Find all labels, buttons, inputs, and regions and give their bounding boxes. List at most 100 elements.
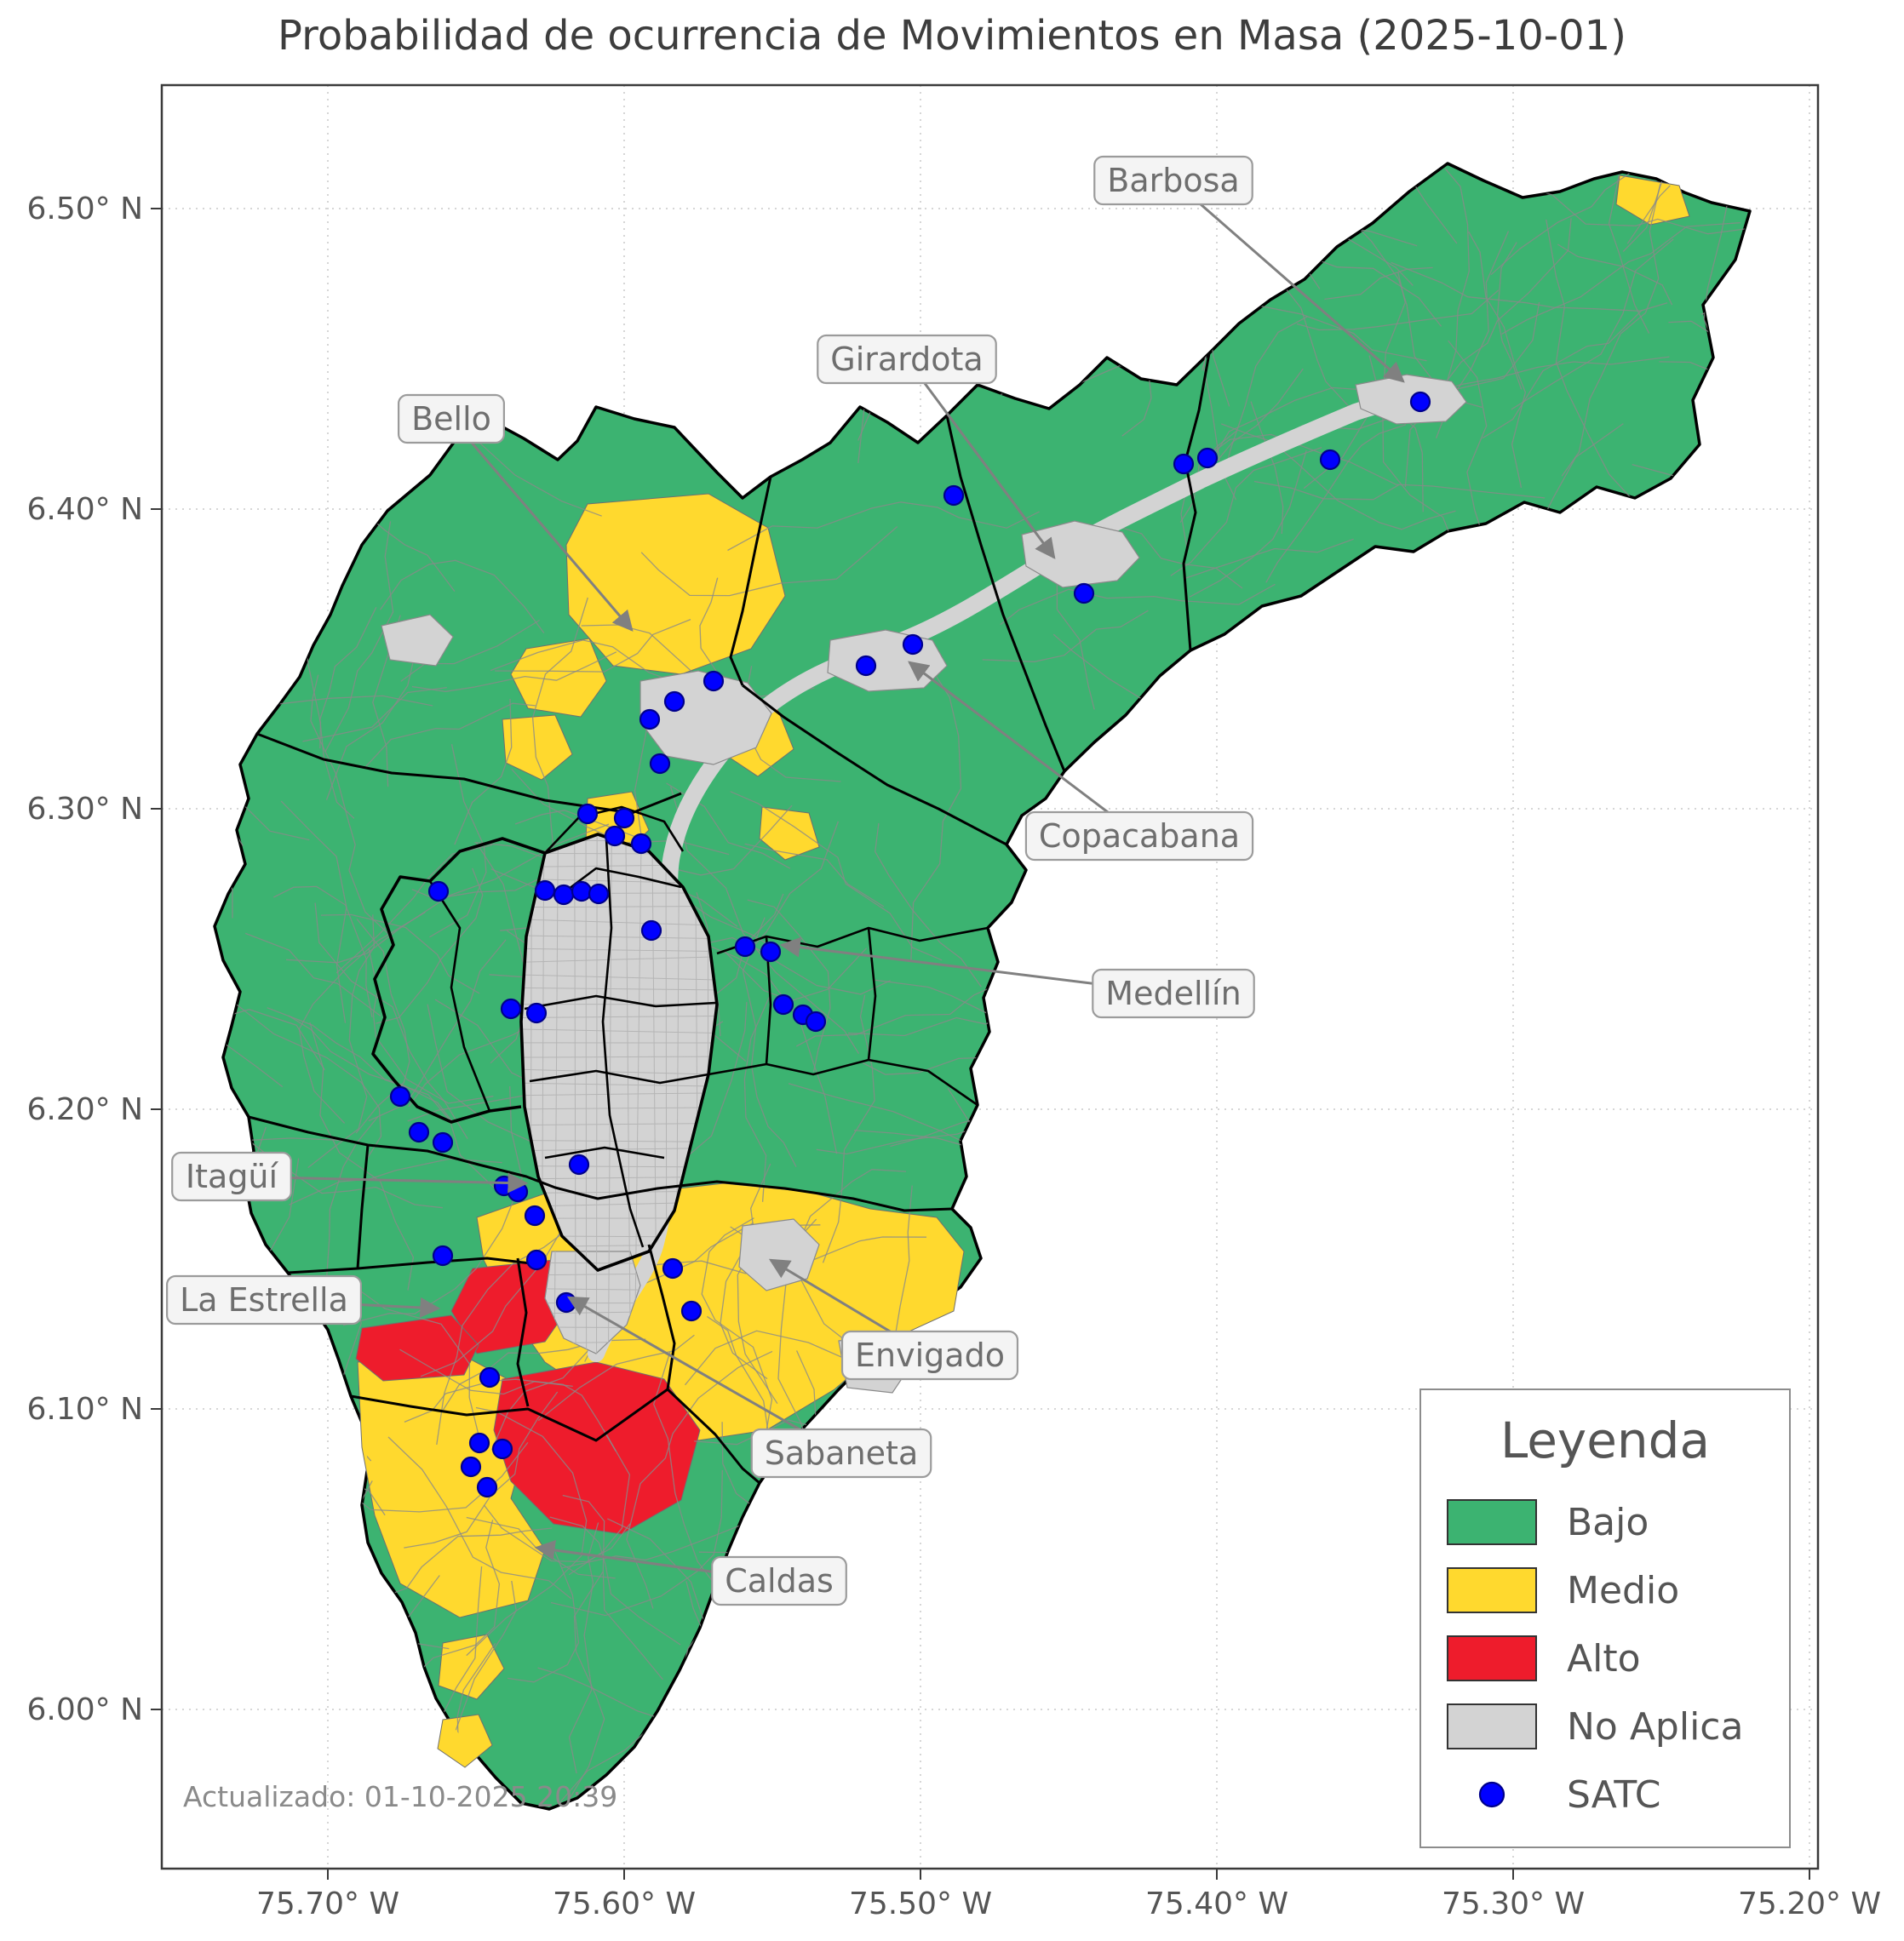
- satc-dot: [524, 1205, 546, 1227]
- vereda-line: [364, 702, 536, 768]
- vereda-line: [548, 1603, 723, 1809]
- annotation-envigado: Envigado: [768, 1258, 1019, 1381]
- vereda-line: [280, 800, 347, 1023]
- y-tick-label: 6.10° N: [26, 1392, 143, 1427]
- annotation-box: [817, 334, 997, 385]
- satc-dot: [604, 825, 626, 847]
- vereda-line: [307, 914, 375, 1169]
- region-medio-bello-sur: [502, 714, 573, 781]
- street-line: [521, 987, 717, 991]
- vereda-line: [1703, 163, 1750, 364]
- vereda-line: [302, 686, 447, 742]
- region-san-felix: [381, 614, 454, 667]
- vereda-line: [1561, 183, 1661, 477]
- vereda-line: [1200, 368, 1304, 481]
- regions-alto: [355, 1259, 701, 1535]
- vereda-line: [744, 843, 885, 908]
- vereda-line: [537, 1334, 695, 1422]
- annotation-box: [171, 1151, 292, 1202]
- annotation-bello: Bello: [397, 393, 634, 632]
- satc-dot: [571, 880, 593, 902]
- annotation-label: Sabaneta: [765, 1434, 918, 1472]
- vereda-line: [1296, 289, 1500, 331]
- street-line: [521, 1015, 717, 1019]
- satc-dot: [1196, 447, 1219, 469]
- satc-dot: [1319, 449, 1341, 471]
- annotation-label: Medellín: [1105, 975, 1241, 1012]
- annotation-box: [1092, 968, 1255, 1019]
- comuna-line-4: [601, 838, 645, 1248]
- vereda-line: [339, 1275, 479, 1434]
- street-line: [596, 834, 598, 1354]
- vereda-line: [640, 526, 898, 597]
- street-line: [585, 834, 588, 1354]
- comuna-este-1: [716, 926, 989, 955]
- satc-dot: [680, 1300, 703, 1322]
- vereda-line: [1523, 186, 1750, 235]
- annotation-box: [711, 1555, 847, 1606]
- satc-dot: [427, 880, 450, 902]
- comuna-line-2: [529, 1069, 709, 1085]
- comuna-line-norte-2: [561, 867, 682, 896]
- satc-dot: [500, 998, 522, 1020]
- region-medio-bello-oeste: [510, 638, 607, 718]
- vereda-line: [1622, 163, 1750, 252]
- vereda-line: [406, 1520, 501, 1684]
- region-medio-caldas-2: [437, 1714, 493, 1768]
- vereda-line: [314, 902, 468, 1140]
- vereda-line: [720, 1163, 771, 1380]
- satc-dot: [468, 1432, 490, 1454]
- vereda-line: [727, 501, 1040, 552]
- vereda-line: [1253, 480, 1399, 501]
- satc-dot: [389, 1085, 411, 1108]
- satc-dot: [534, 879, 556, 902]
- satc-dot: [525, 1249, 548, 1271]
- vereda-line: [1250, 401, 1284, 535]
- satc-dot: [943, 484, 965, 507]
- plot-frame: [160, 83, 1820, 1870]
- legend-item-no-aplica: No Aplica: [1447, 1703, 1743, 1749]
- satc-dot: [432, 1131, 454, 1154]
- border-copacabana-girardota: [945, 415, 1066, 772]
- vereda-line: [404, 1378, 617, 1452]
- axis-ticks: 75.70° W 75.60° W 75.50° W 75.40° W 75.30° W…: [26, 192, 1881, 1921]
- x-tick-label: 75.70° W: [256, 1887, 399, 1921]
- vereda-line: [910, 656, 962, 962]
- satc-dot: [491, 1438, 513, 1460]
- legend-title: Leyenda: [1500, 1411, 1710, 1469]
- vereda-line: [288, 1015, 454, 1123]
- annotation-arrow: [905, 358, 1056, 559]
- border-itagui-laestrella: [287, 1257, 546, 1274]
- legend-label: SATC: [1567, 1773, 1660, 1817]
- satc-dot: [555, 1291, 577, 1314]
- vereda-line: [667, 804, 793, 876]
- vereda-line: [411, 651, 617, 692]
- x-tick-label: 75.40° W: [1145, 1887, 1288, 1921]
- vereda-line: [699, 577, 815, 697]
- annotation-arrow: [908, 661, 1140, 838]
- x-tick-label: 75.20° W: [1738, 1887, 1881, 1921]
- vereda-line: [562, 1494, 663, 1680]
- annotation-box: [397, 393, 506, 444]
- vereda-line: [1382, 272, 1457, 552]
- annotation-arrow: [450, 418, 634, 632]
- vereda-line: [244, 932, 381, 1016]
- border-medellin-copacabana: [742, 684, 1007, 846]
- annotation-sabaneta: Sabaneta: [566, 1296, 932, 1479]
- satc-dot: [1073, 582, 1095, 604]
- vereda-line: [1501, 221, 1741, 335]
- annotation-label: Barbosa: [1107, 162, 1239, 199]
- comuna-line-norte-1: [544, 805, 685, 854]
- vereda-line: [982, 610, 1149, 662]
- satc-dot: [525, 1002, 548, 1024]
- satc-dot: [553, 884, 575, 906]
- vereda-line: [1425, 218, 1572, 410]
- comuna-line-1: [524, 994, 716, 1011]
- vereda-line: [309, 1022, 415, 1291]
- vereda-line: [730, 791, 943, 961]
- legend-item-satc: SATC: [1478, 1773, 1660, 1817]
- x-tick-label: 75.30° W: [1442, 1887, 1585, 1921]
- vereda-line: [404, 1391, 559, 1549]
- annotation-label: Itagüí: [186, 1158, 279, 1195]
- border-girardota-barbosa: [1182, 352, 1211, 651]
